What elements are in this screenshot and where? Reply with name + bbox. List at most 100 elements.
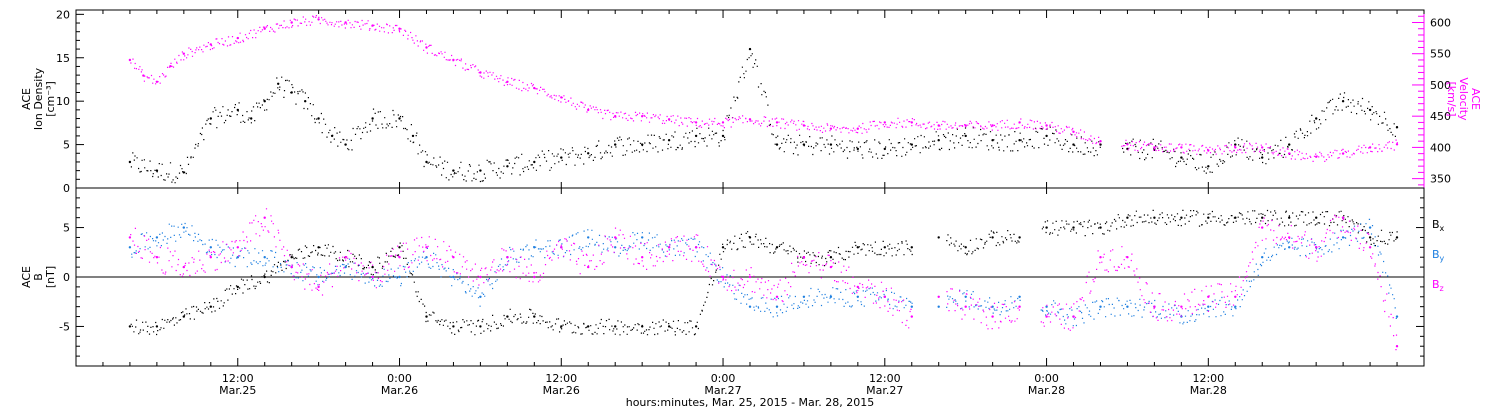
velocity-series-point: [398, 27, 401, 30]
bz-series-point: [991, 315, 994, 318]
top-right-axis-title-line: Velocity: [1457, 77, 1470, 121]
top-right-axis-title: ACEVelocity[km/s]: [1445, 77, 1482, 121]
top-left-axis-title-line: ACE: [20, 88, 33, 110]
by-series-point: [1099, 305, 1102, 308]
x-tick-label-date: Mar.26: [543, 384, 580, 397]
bx-series-point: [1126, 216, 1129, 219]
bx-series-point: [209, 305, 212, 308]
velocity-series-point: [1234, 146, 1237, 149]
by-series-point: [937, 305, 940, 308]
x-tick-label-date: Mar.28: [1028, 384, 1065, 397]
bz-series-point: [883, 295, 886, 298]
bz-series-point: [1368, 246, 1372, 249]
ion-density-series-point: [856, 147, 859, 151]
bx-series-point: [910, 246, 913, 249]
by-series-point: [614, 246, 617, 249]
top-right-tick-label: 400: [1430, 141, 1451, 154]
by-series-point: [128, 246, 132, 249]
by-series-point: [1018, 295, 1021, 298]
ion-density-series-point: [1315, 117, 1318, 120]
by-series-point: [1288, 246, 1291, 249]
by-series-point: [1341, 236, 1345, 239]
by-series-texture: [131, 218, 1397, 327]
bz-series-texture: [130, 208, 1398, 351]
bz-series-point: [182, 265, 185, 269]
velocity-series-point: [1341, 152, 1345, 155]
velocity-series-point: [236, 36, 239, 40]
ion-density-series-point: [1288, 143, 1291, 146]
bz-series-point: [209, 256, 212, 259]
ion-density-series-point: [694, 134, 698, 138]
bz-series-point: [317, 285, 320, 289]
ion-density-series-point: [587, 152, 590, 155]
bz-series-point: [479, 275, 482, 279]
bz-series-point: [1395, 345, 1399, 348]
bz-series-point: [721, 275, 725, 279]
ion-density-series-point: [614, 143, 617, 146]
bx-series-point: [1207, 216, 1210, 219]
bx-series-point: [263, 275, 266, 279]
bz-series-point: [1099, 256, 1102, 259]
by-series-point: [479, 295, 482, 298]
bx-series-point: [560, 325, 563, 328]
bz-series-point: [236, 246, 239, 249]
by-series-point: [155, 236, 159, 239]
bx-series-point: [1288, 216, 1291, 219]
bz-series-point: [1153, 305, 1156, 308]
legend-label-main: B: [1432, 248, 1440, 261]
x-tick-label-time: 0:00: [1034, 372, 1059, 385]
by-series-point: [829, 295, 833, 298]
by-series-point: [1207, 305, 1210, 308]
bz-series-point: [263, 216, 266, 219]
bz-series-point: [667, 246, 671, 249]
by-series-point: [344, 265, 347, 269]
bx-series-point: [937, 236, 940, 239]
bottom-axis-title-line: ACE: [20, 266, 33, 288]
by-series-point: [775, 305, 779, 308]
bx-series-point: [1315, 216, 1318, 219]
velocity-series-point: [533, 86, 536, 90]
top-right-tick-label: 550: [1430, 48, 1451, 61]
velocity-series-point: [344, 21, 347, 24]
bz-series-point: [694, 246, 698, 249]
bz-series-point: [1261, 226, 1264, 229]
ion-density-series-point: [1180, 156, 1183, 159]
bx-series-point: [371, 265, 374, 269]
bx-series-point: [1368, 236, 1372, 239]
by-series-point: [641, 236, 644, 239]
ion-density-series-texture: [130, 53, 1398, 184]
ion-density-series-point: [479, 169, 482, 172]
by-series-point: [1126, 305, 1129, 308]
velocity-series-point: [1126, 143, 1129, 146]
x-axis: 12:00Mar.250:00Mar.2612:00Mar.260:00Mar.…: [75, 10, 1425, 397]
legend-label-main: B: [1432, 278, 1440, 291]
x-tick-label-time: 12:00: [869, 372, 901, 385]
top-left-tick-label: 5: [63, 139, 70, 152]
velocity-series-point: [1099, 140, 1102, 143]
ion-density-series-point: [667, 139, 671, 142]
ion-density-series-point: [506, 165, 509, 168]
ion-density-series-point: [277, 82, 280, 86]
x-tick-label-date: Mar.27: [704, 384, 741, 397]
bx-series-point: [1045, 226, 1048, 229]
velocity-series-point: [910, 121, 913, 124]
bx-series-point: [1261, 216, 1264, 219]
bx-series-point: [236, 285, 239, 289]
bz-series: [128, 208, 1399, 351]
top-right-tick-label: 500: [1430, 79, 1451, 92]
ion-density-series-point: [560, 156, 563, 159]
x-tick-label-time: 12:00: [222, 372, 254, 385]
velocity-series-point: [479, 71, 482, 74]
ion-density-series-point: [304, 100, 307, 103]
bx-series-point: [694, 325, 698, 328]
velocity-series-point: [1180, 146, 1183, 149]
x-tick-label-date: Mar.27: [866, 384, 903, 397]
ion-density-series: [128, 47, 1399, 184]
bx-series-point: [964, 246, 967, 249]
by-series-point: [317, 275, 320, 279]
ion-density-series-point: [883, 147, 886, 151]
ion-density-series-point: [1234, 143, 1237, 146]
top-left-tick-label: 10: [56, 95, 70, 108]
by-series-point: [802, 295, 806, 298]
